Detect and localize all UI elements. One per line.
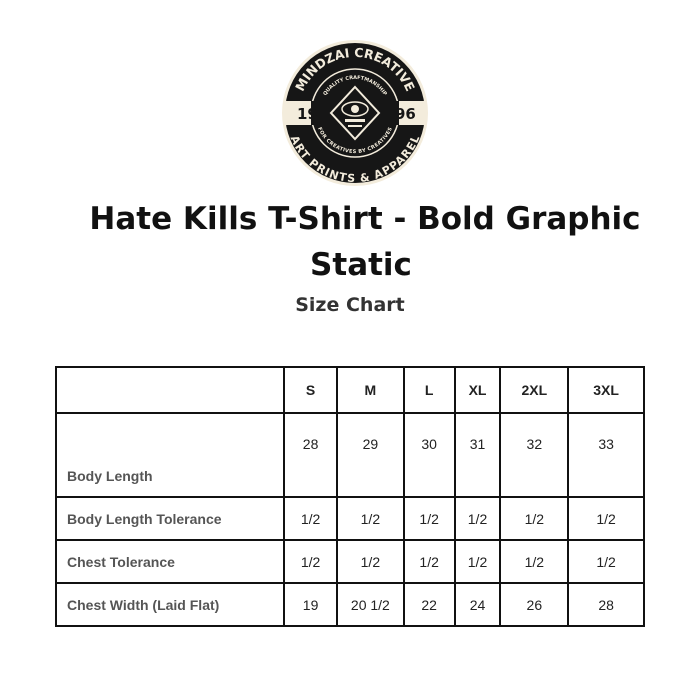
cell: 1/2 <box>402 496 456 541</box>
table-row: Chest Tolerance 1/2 1/2 1/2 1/2 1/2 1/2 <box>54 539 645 584</box>
cell: 1/2 <box>567 496 645 541</box>
product-title-line1: Hate Kills T-Shirt - Bold Graphic <box>89 201 641 237</box>
cell: 1/2 <box>402 539 456 584</box>
cell: 32 <box>499 412 570 498</box>
cell: 1/2 <box>336 539 405 584</box>
table-row: Body Length Tolerance 1/2 1/2 1/2 1/2 1/… <box>54 496 645 541</box>
svg-text:96: 96 <box>395 105 416 123</box>
cell: 20 1/2 <box>336 582 405 627</box>
header-cell: S <box>283 366 338 414</box>
product-title-line2: Static <box>310 247 412 283</box>
table-row: Chest Width (Laid Flat) 19 20 1/2 22 24 … <box>54 582 645 627</box>
cell: 30 <box>402 412 456 498</box>
brand-logo: 19 96 MINDZAI CREATIVE ART PRINTS & APPA… <box>282 40 428 186</box>
header-cell: XL <box>453 366 502 414</box>
cell: 1/2 <box>283 496 338 541</box>
header-row: S M L XL 2XL 3XL <box>54 366 645 414</box>
row-label: Body Length <box>54 412 286 498</box>
row-label: Chest Width (Laid Flat) <box>54 582 286 627</box>
cell: 1/2 <box>499 539 570 584</box>
cell: 22 <box>402 582 456 627</box>
cell: 1/2 <box>453 496 502 541</box>
table-row: Body Length 28 29 30 31 32 33 <box>54 412 645 498</box>
eye-icon <box>329 85 381 141</box>
cell: 26 <box>499 582 570 627</box>
size-chart-heading: Size Chart <box>295 294 405 316</box>
cell: 1/2 <box>336 496 405 541</box>
svg-text:19: 19 <box>297 105 318 123</box>
row-label: Body Length Tolerance <box>54 496 286 541</box>
size-chart-table: S M L XL 2XL 3XL Body Length 28 29 30 31… <box>54 366 645 627</box>
cell: 1/2 <box>499 496 570 541</box>
cell: 28 <box>567 582 645 627</box>
header-cell: L <box>402 366 456 414</box>
header-cell: M <box>336 366 405 414</box>
cell: 1/2 <box>567 539 645 584</box>
header-cell: 2XL <box>499 366 570 414</box>
cell: 31 <box>453 412 502 498</box>
cell: 28 <box>283 412 338 498</box>
cell: 29 <box>336 412 405 498</box>
cell: 1/2 <box>283 539 338 584</box>
header-cell: 3XL <box>567 366 645 414</box>
cell: 19 <box>283 582 338 627</box>
cell: 33 <box>567 412 645 498</box>
cell: 1/2 <box>453 539 502 584</box>
header-cell <box>54 366 286 414</box>
cell: 24 <box>453 582 502 627</box>
row-label: Chest Tolerance <box>54 539 286 584</box>
